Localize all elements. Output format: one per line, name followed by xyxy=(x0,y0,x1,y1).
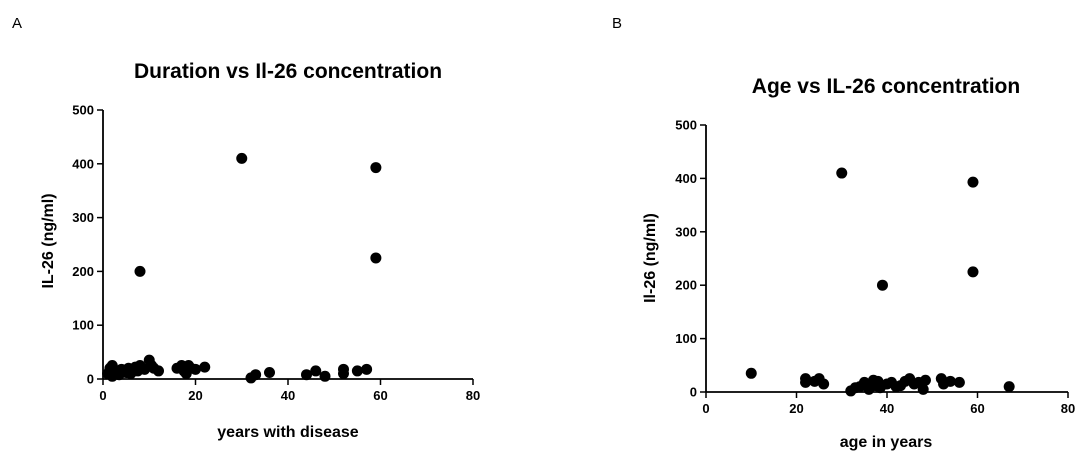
y-axis-label: Il-26 (ng/ml) xyxy=(642,213,659,303)
chart-panel-b: B Age vs IL-26 concentration age in year… xyxy=(612,15,1075,451)
data-point xyxy=(876,279,888,291)
panel-letter: A xyxy=(12,15,22,32)
data-point xyxy=(944,375,956,387)
axes: 0 100 200 300 400 500 0 20 40 60 80 xyxy=(675,118,1075,417)
data-point xyxy=(818,378,830,390)
y-tick-label: 400 xyxy=(72,156,94,171)
x-tick-label: 0 xyxy=(702,401,709,416)
y-tick-label: 100 xyxy=(675,331,697,346)
y-tick-label: 200 xyxy=(72,264,94,279)
axes: 0 100 200 300 400 500 0 20 40 60 80 xyxy=(72,103,480,404)
data-point xyxy=(917,383,929,395)
data-point xyxy=(1003,381,1015,393)
y-axis-label: IL-26 (ng/ml) xyxy=(40,193,57,288)
y-tick-label: 500 xyxy=(72,103,94,118)
data-point xyxy=(967,176,979,188)
y-tick-label: 100 xyxy=(72,318,94,333)
data-point xyxy=(800,376,812,388)
data-point xyxy=(745,367,757,379)
x-axis-label: years with disease xyxy=(217,424,359,441)
x-tick-label: 0 xyxy=(99,388,106,403)
data-points xyxy=(745,167,1015,397)
chart-panel-a: A Duration vs Il-26 concentration years … xyxy=(12,15,480,441)
y-tick-label: 0 xyxy=(87,372,94,387)
data-point xyxy=(153,365,164,377)
data-point xyxy=(967,266,979,278)
panel-letter: B xyxy=(612,15,622,32)
x-tick-label: 20 xyxy=(188,388,202,403)
y-tick-label: 300 xyxy=(675,224,697,239)
x-tick-label: 20 xyxy=(789,401,803,416)
data-points xyxy=(102,152,382,384)
data-point xyxy=(319,370,331,382)
y-tick-label: 200 xyxy=(675,278,697,293)
chart-title: Age vs IL-26 concentration xyxy=(752,75,1020,98)
x-tick-label: 80 xyxy=(466,388,480,403)
data-point xyxy=(361,363,373,375)
data-point xyxy=(190,363,201,375)
data-point xyxy=(250,369,262,381)
y-tick-label: 500 xyxy=(675,118,697,133)
x-axis-label: age in years xyxy=(840,434,933,451)
data-point xyxy=(264,367,275,379)
x-tick-label: 60 xyxy=(373,388,387,403)
x-tick-label: 40 xyxy=(281,388,295,403)
y-tick-label: 400 xyxy=(675,171,697,186)
data-point xyxy=(134,265,146,277)
y-tick-label: 0 xyxy=(690,385,697,400)
data-point xyxy=(236,152,248,164)
data-point xyxy=(301,369,312,381)
x-tick-label: 40 xyxy=(880,401,894,416)
data-point xyxy=(836,167,848,179)
data-point xyxy=(370,162,382,174)
data-point xyxy=(199,361,211,373)
chart-title: Duration vs Il-26 concentration xyxy=(134,60,442,83)
data-point xyxy=(351,365,363,377)
data-point xyxy=(919,374,931,386)
y-tick-label: 300 xyxy=(72,210,94,225)
data-point xyxy=(338,363,349,375)
x-tick-label: 80 xyxy=(1061,401,1075,416)
data-point xyxy=(953,376,965,388)
data-point xyxy=(310,365,322,377)
x-tick-label: 60 xyxy=(970,401,984,416)
data-point xyxy=(370,252,382,264)
